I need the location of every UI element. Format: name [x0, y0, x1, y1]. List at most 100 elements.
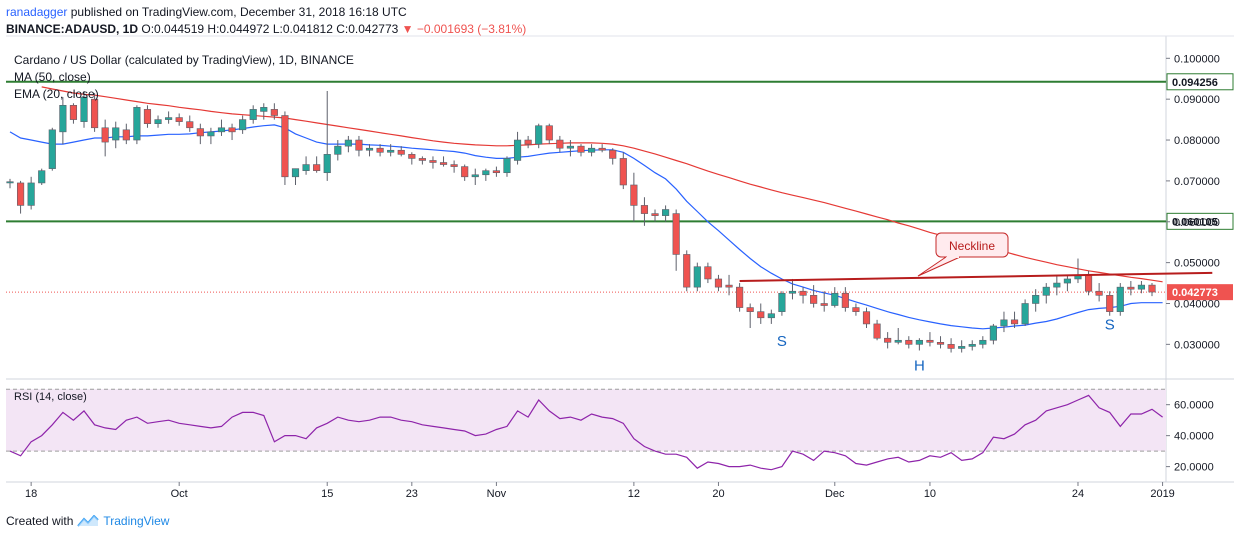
tradingview-brand-link[interactable]: TradingView	[103, 514, 170, 528]
chart-title: Cardano / US Dollar (calculated by Tradi…	[14, 53, 354, 67]
candle-body	[418, 158, 426, 161]
candle-body	[154, 119, 162, 124]
candle-body	[302, 164, 310, 171]
ema-legend[interactable]: EMA (20, close)	[14, 87, 99, 101]
candle	[323, 90, 331, 181]
candle	[640, 197, 649, 226]
candle	[958, 340, 966, 353]
rsi-tick-label: 60.0000	[1174, 400, 1214, 412]
candle-body	[746, 307, 754, 312]
rsi-line	[9, 394, 1163, 471]
candle-body	[873, 323, 881, 339]
candle-body	[27, 182, 35, 206]
candle	[862, 307, 871, 329]
candle	[439, 156, 448, 167]
candle	[778, 291, 786, 316]
candle	[609, 148, 617, 165]
candle	[693, 262, 701, 292]
candle-body	[439, 162, 448, 165]
publish-line: ranadagger published on TradingView.com,…	[6, 4, 526, 21]
candle	[746, 303, 754, 329]
candle-body	[165, 117, 173, 120]
candle-body	[38, 170, 46, 184]
candle	[683, 250, 691, 292]
candle-body	[492, 170, 500, 174]
price-tick-label: 0.060000	[1174, 217, 1220, 229]
candle	[228, 123, 236, 141]
candle-body	[1000, 319, 1008, 327]
candle-body	[334, 145, 342, 155]
candle	[894, 328, 902, 345]
candle	[810, 285, 818, 308]
candle	[1021, 299, 1029, 326]
candle-body	[1127, 286, 1135, 290]
candle	[154, 115, 162, 128]
ohlc-high: H:0.044972	[207, 22, 270, 36]
candle-body	[651, 213, 659, 216]
candle	[429, 156, 437, 169]
candle	[6, 178, 14, 189]
candle-body	[714, 278, 723, 288]
candle	[630, 172, 638, 222]
neckline-callout-pointer	[917, 256, 961, 277]
candle	[387, 144, 395, 157]
ohlc-close: C:0.042773	[336, 22, 399, 36]
candle	[461, 164, 469, 181]
candle-body	[6, 181, 14, 184]
pattern-label-head: H	[914, 358, 925, 375]
time-tick-label: 10	[924, 488, 936, 500]
price-tick-label: 0.080000	[1174, 135, 1220, 147]
candle	[841, 287, 849, 312]
candle	[566, 140, 575, 157]
candle	[207, 127, 215, 145]
candle-body	[217, 127, 226, 133]
candle-body	[862, 311, 871, 325]
author-link[interactable]: ranadagger	[6, 5, 68, 19]
candle-body	[291, 168, 300, 178]
candle-body	[556, 139, 564, 149]
candle	[926, 332, 934, 347]
candle-body	[535, 125, 543, 145]
pattern-labels: S H S	[777, 317, 1115, 375]
candle-body	[947, 344, 955, 349]
candle	[936, 336, 945, 349]
candle-body	[989, 325, 997, 341]
tradingview-logo-icon	[77, 515, 100, 527]
candle	[1127, 281, 1135, 296]
candle-body	[820, 303, 828, 306]
neckline-label: Neckline	[949, 239, 995, 253]
price-tick-label: 0.090000	[1174, 94, 1220, 106]
candle-body	[112, 127, 120, 141]
rsi-legend[interactable]: RSI (14, close)	[14, 391, 87, 403]
ohlc-open: O:0.044519	[141, 22, 205, 36]
ma-legend[interactable]: MA (50, close)	[14, 70, 91, 84]
candle	[143, 105, 152, 128]
candle-body	[662, 209, 670, 216]
candle-body	[852, 307, 860, 312]
candle	[302, 156, 310, 175]
candle	[249, 105, 257, 124]
chart-header: ranadagger published on TradingView.com,…	[6, 4, 526, 38]
level-price-box	[1166, 73, 1234, 91]
candle	[365, 144, 374, 157]
candle-body	[630, 184, 638, 206]
candle-body	[186, 121, 194, 129]
candle	[968, 340, 976, 351]
created-with-text: Created with	[6, 514, 74, 528]
candle	[27, 176, 35, 210]
candle-body	[513, 139, 522, 161]
neckline-callout[interactable]: Neckline	[917, 232, 1009, 277]
time-tick-label: 2019	[1150, 488, 1174, 500]
candle-body	[482, 170, 490, 176]
candle	[270, 103, 278, 120]
candle	[831, 287, 839, 308]
candle	[69, 103, 78, 124]
candle-body	[1021, 303, 1029, 325]
candle	[1106, 291, 1114, 316]
candle	[905, 336, 913, 349]
candle	[852, 303, 860, 316]
candle-body	[725, 284, 733, 288]
candle	[1053, 274, 1061, 296]
candle	[418, 156, 426, 165]
